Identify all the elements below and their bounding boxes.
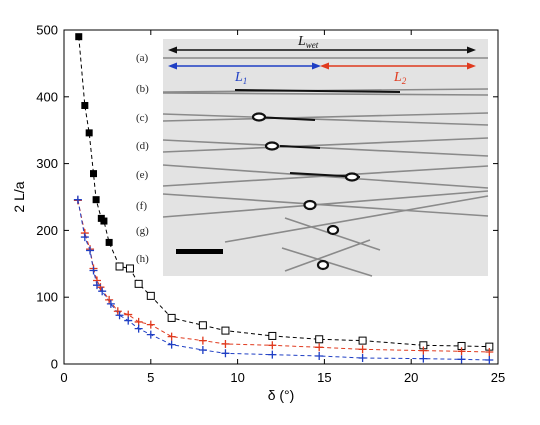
data-point <box>106 299 115 308</box>
inset-row-label: (d) <box>136 140 149 152</box>
inset-arrows <box>168 46 476 70</box>
data-point <box>146 291 155 300</box>
inset-row-label: (e) <box>136 169 149 181</box>
data-point <box>419 354 428 363</box>
x-tick-label: 25 <box>491 370 505 385</box>
inset-image: (a) (b) (c) (d) (e) (f) (g) (h) Lwet L1 L2 <box>136 34 489 277</box>
data-point <box>115 262 124 271</box>
data-point <box>115 311 124 320</box>
data-point <box>92 196 100 204</box>
l1-arrow-head-right <box>312 62 321 70</box>
lwet-arrow-head-left <box>168 46 177 54</box>
plot-frame <box>63 29 499 365</box>
data-point <box>125 264 134 273</box>
data-point <box>124 316 133 325</box>
data-point <box>358 353 367 362</box>
data-point <box>221 349 230 358</box>
x-tick-label: 10 <box>230 370 244 385</box>
data-point <box>485 347 494 356</box>
data-point <box>81 101 89 109</box>
data-point <box>268 331 277 340</box>
x-tick-label: 15 <box>317 370 331 385</box>
l1-arrow-head-left <box>168 62 177 70</box>
data-point <box>198 336 207 345</box>
data-point <box>315 343 324 352</box>
data-point <box>419 346 428 355</box>
data-point <box>90 170 98 178</box>
data-point <box>167 332 176 341</box>
series-line <box>77 199 490 361</box>
data-point <box>146 330 155 339</box>
data-point <box>113 307 122 316</box>
y-axis-label: 2 L/a <box>11 181 27 212</box>
x-tick-label: 0 <box>60 370 67 385</box>
data-point <box>80 233 89 242</box>
data-point <box>485 355 494 364</box>
x-tick-label: 20 <box>404 370 418 385</box>
x-tick-label: 5 <box>147 370 154 385</box>
data-point <box>85 129 93 137</box>
y-tick-label: 500 <box>36 23 58 38</box>
y-tick-label: 200 <box>36 223 58 238</box>
data-point <box>457 347 466 356</box>
data-point <box>268 341 277 350</box>
y-tick-label: 400 <box>36 89 58 104</box>
lwet-arrow-head-right <box>467 46 476 54</box>
l2-arrow-head-left <box>320 62 329 70</box>
data-point <box>86 246 95 255</box>
data-point <box>457 355 466 364</box>
inset-row-label: (h) <box>136 253 149 265</box>
lwet-label: Lwet <box>297 34 319 50</box>
data-point <box>134 324 143 333</box>
y-tick-label: 300 <box>36 156 58 171</box>
l2-arrow-head-right <box>467 62 476 70</box>
data-point <box>134 279 143 288</box>
inset-row-label: (c) <box>136 112 149 124</box>
data-point <box>167 340 176 349</box>
inset-row-label: (a) <box>136 52 149 64</box>
inset-row-label: (f) <box>136 200 147 212</box>
data-point <box>221 339 230 348</box>
y-tick-label: 100 <box>36 290 58 305</box>
inset-row-label: (b) <box>136 83 149 95</box>
data-point <box>98 287 107 296</box>
data-point <box>358 345 367 354</box>
data-point <box>100 217 108 225</box>
data-point <box>167 313 176 322</box>
data-point <box>315 335 324 344</box>
inset-droplets <box>251 112 360 271</box>
data-point <box>221 326 230 335</box>
data-point <box>146 320 155 329</box>
data-point <box>315 351 324 360</box>
x-axis-label: δ (°) <box>268 387 295 403</box>
data-point <box>134 317 143 326</box>
data-point <box>198 345 207 354</box>
data-point <box>96 283 105 292</box>
data-point <box>358 336 367 345</box>
l1-label: L1 <box>234 70 247 86</box>
l2-label: L2 <box>393 70 407 86</box>
series-markers <box>73 33 494 364</box>
data-point <box>73 195 82 204</box>
inset-row-labels: (a) (b) (c) (d) (e) (f) (g) (h) <box>136 52 149 265</box>
inset-row-label: (g) <box>136 225 149 237</box>
y-tick-label: 0 <box>51 357 58 372</box>
inset-background <box>163 39 488 276</box>
scale-bar <box>176 249 223 254</box>
data-point <box>105 238 113 246</box>
data-point <box>89 266 98 275</box>
data-point <box>75 33 83 41</box>
data-point <box>268 350 277 359</box>
data-point <box>92 281 101 290</box>
y-axis: 0 100 200 300 400 500 <box>36 23 498 372</box>
data-point <box>105 295 114 304</box>
x-axis: 0 5 10 15 20 25 <box>60 30 505 385</box>
data-point <box>198 321 207 330</box>
